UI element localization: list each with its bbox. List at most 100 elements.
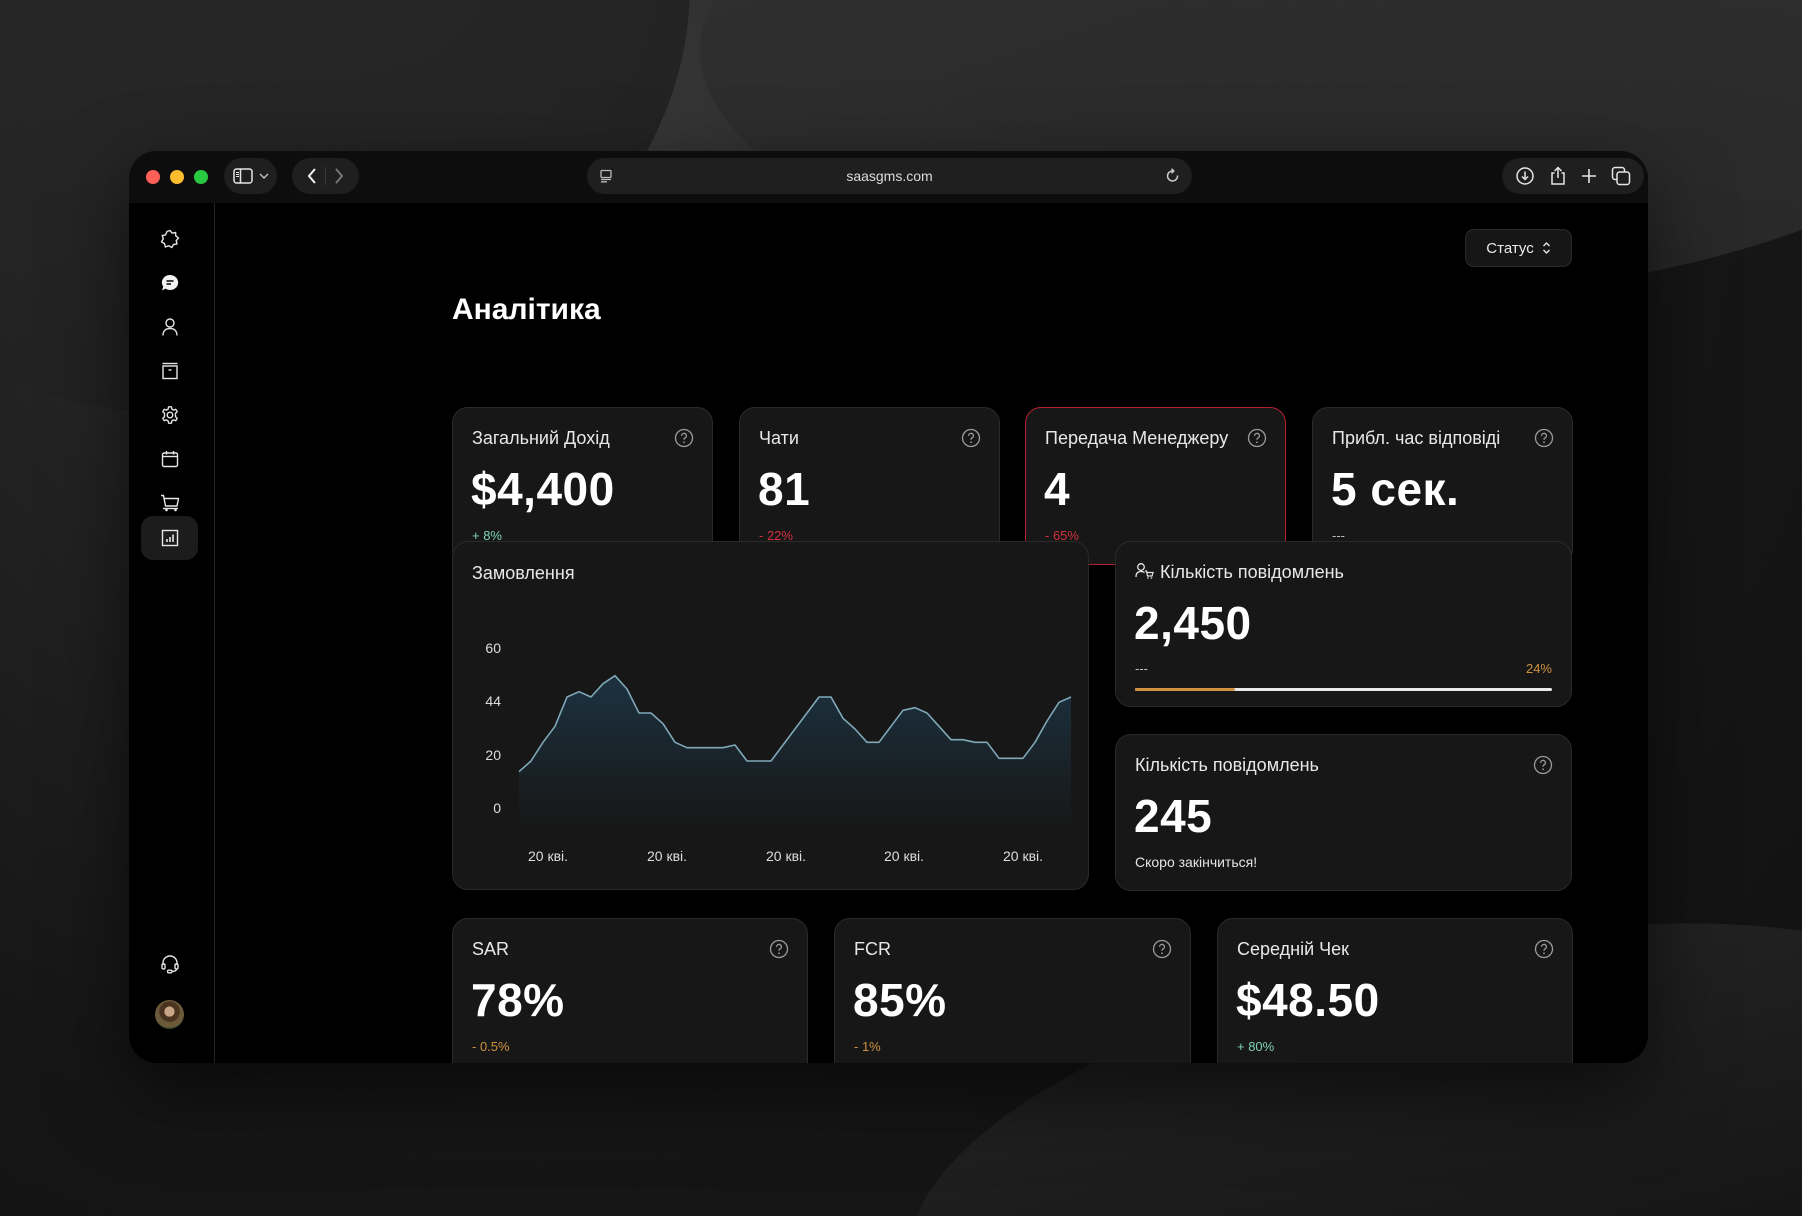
- kpi-value: 85%: [853, 974, 947, 1026]
- kpi-value: 5 сек.: [1331, 463, 1460, 515]
- kpi-delta: - 1%: [854, 1039, 881, 1054]
- kpi-card-fcr: FCR 85% - 1%: [834, 918, 1191, 1063]
- page-settings-icon[interactable]: [599, 169, 613, 183]
- help-icon[interactable]: [1534, 428, 1554, 448]
- messages-remaining-card: Кількість повідомлень 245 Скоро закінчит…: [1115, 734, 1572, 891]
- sidebar-item-users[interactable]: [141, 305, 198, 349]
- help-icon[interactable]: [1534, 939, 1554, 959]
- page-title: Аналітика: [452, 293, 601, 326]
- chevron-down-icon: [258, 173, 269, 179]
- progress-percent: 24%: [1525, 661, 1552, 676]
- progress-bar: [1135, 688, 1552, 691]
- sidebar-icon: [232, 168, 253, 184]
- help-icon[interactable]: [1152, 939, 1172, 959]
- headset-icon: [160, 954, 180, 974]
- archive-box-icon: [161, 362, 179, 380]
- kpi-card-sar: SAR 78% - 0.5%: [452, 918, 808, 1063]
- progress-labels: --- 24%: [1135, 661, 1552, 676]
- kpi-delta: ---: [1332, 528, 1345, 543]
- kpi-value: $48.50: [1236, 974, 1380, 1026]
- chevron-up-down-icon: [1542, 241, 1551, 255]
- y-axis-tick: 20: [485, 747, 501, 763]
- reload-icon[interactable]: [1166, 168, 1180, 184]
- kpi-value: $4,400: [471, 463, 615, 515]
- kpi-label: SAR: [472, 939, 510, 959]
- sidebar-item-archive[interactable]: [141, 349, 198, 393]
- y-axis-tick: 60: [485, 640, 501, 656]
- kpi-label: Загальний Дохід: [472, 428, 610, 448]
- orders-area-chart: [518, 674, 1072, 827]
- sidebar-toggle-button[interactable]: [224, 158, 277, 194]
- divider: [325, 167, 326, 185]
- support-button[interactable]: [141, 942, 198, 986]
- cart-icon: [160, 494, 180, 512]
- x-axis-tick: 20 кві.: [884, 848, 925, 864]
- help-icon[interactable]: [674, 428, 694, 448]
- avatar[interactable]: [155, 1000, 184, 1029]
- kpi-card-chats: Чати 81 - 22%: [739, 407, 1000, 565]
- help-icon[interactable]: [1533, 755, 1553, 775]
- kpi-label: Чати: [759, 428, 799, 448]
- kpi-card-manager-handoff: Передача Менеджеру 4 - 65%: [1025, 407, 1286, 565]
- sidebar-item-calendar[interactable]: [141, 437, 198, 481]
- calendar-icon: [161, 450, 179, 468]
- card-value: 2,450: [1134, 597, 1252, 649]
- bar-chart-icon: [161, 529, 179, 547]
- orders-chart-card: Замовлення 60 44 20 0 20 кві. 20 кві. 20…: [452, 541, 1089, 890]
- x-axis-tick: 20 кві.: [1003, 848, 1044, 864]
- download-icon[interactable]: [1515, 166, 1535, 186]
- browser-toolbar: saasgms.com: [129, 151, 1648, 203]
- kpi-label: Середній Чек: [1237, 939, 1350, 959]
- card-label: Кількість повідомлень: [1160, 562, 1344, 582]
- kpi-delta: - 22%: [759, 528, 793, 543]
- help-icon[interactable]: [1247, 428, 1267, 448]
- user-icon: [161, 317, 179, 337]
- x-axis-tick: 20 кві.: [647, 848, 688, 864]
- sidebar-item-chats[interactable]: [141, 261, 198, 305]
- y-axis-tick: 44: [485, 693, 501, 709]
- kpi-card-response-time: Прибл. час відповіді 5 сек. ---: [1312, 407, 1573, 565]
- kpi-value: 81: [758, 463, 811, 515]
- forward-button[interactable]: [334, 168, 344, 184]
- kpi-card-average-check: Середній Чек $48.50 + 80%: [1217, 918, 1573, 1063]
- kpi-value: 78%: [471, 974, 565, 1026]
- help-icon[interactable]: [961, 428, 981, 448]
- puzzle-icon: [160, 229, 180, 249]
- maximize-window-button[interactable]: [194, 170, 208, 184]
- sidebar-item-shop[interactable]: [141, 481, 198, 525]
- tabs-overview-icon[interactable]: [1611, 166, 1631, 186]
- y-axis-tick: 0: [493, 800, 501, 816]
- browser-actions: [1502, 158, 1644, 194]
- kpi-label: FCR: [854, 939, 891, 959]
- status-label: Статус: [1486, 239, 1534, 257]
- card-note: Скоро закінчиться!: [1135, 854, 1258, 870]
- user-cart-icon: [1135, 562, 1155, 580]
- main-content: Статус Аналітика Загальний Дохід $4,400 …: [215, 203, 1648, 1063]
- new-tab-icon[interactable]: [1581, 168, 1597, 184]
- window-controls: [146, 170, 208, 184]
- app-sidebar: [129, 203, 215, 1063]
- progress-fill: [1135, 688, 1236, 691]
- kpi-delta: + 8%: [472, 528, 502, 543]
- share-icon[interactable]: [1549, 166, 1567, 186]
- status-dropdown[interactable]: Статус: [1465, 229, 1572, 267]
- browser-window: saasgms.com: [129, 151, 1648, 1063]
- address-bar[interactable]: saasgms.com: [587, 158, 1192, 194]
- sidebar-item-integrations[interactable]: [141, 217, 198, 261]
- x-axis-tick: 20 кві.: [528, 848, 569, 864]
- kpi-delta: - 65%: [1045, 528, 1079, 543]
- kpi-label: Прибл. час відповіді: [1332, 428, 1501, 448]
- sidebar-item-analytics[interactable]: [141, 516, 198, 560]
- sidebar-item-settings[interactable]: [141, 393, 198, 437]
- kpi-label: Передача Менеджеру: [1045, 428, 1229, 448]
- url-text[interactable]: saasgms.com: [846, 168, 933, 184]
- x-axis-tick: 20 кві.: [766, 848, 807, 864]
- gear-icon: [160, 405, 180, 425]
- kpi-value: 4: [1044, 463, 1071, 515]
- back-button[interactable]: [307, 168, 317, 184]
- chart-title: Замовлення: [472, 563, 575, 583]
- help-icon[interactable]: [769, 939, 789, 959]
- chat-bubble-icon: [160, 273, 180, 293]
- close-window-button[interactable]: [146, 170, 160, 184]
- minimize-window-button[interactable]: [170, 170, 184, 184]
